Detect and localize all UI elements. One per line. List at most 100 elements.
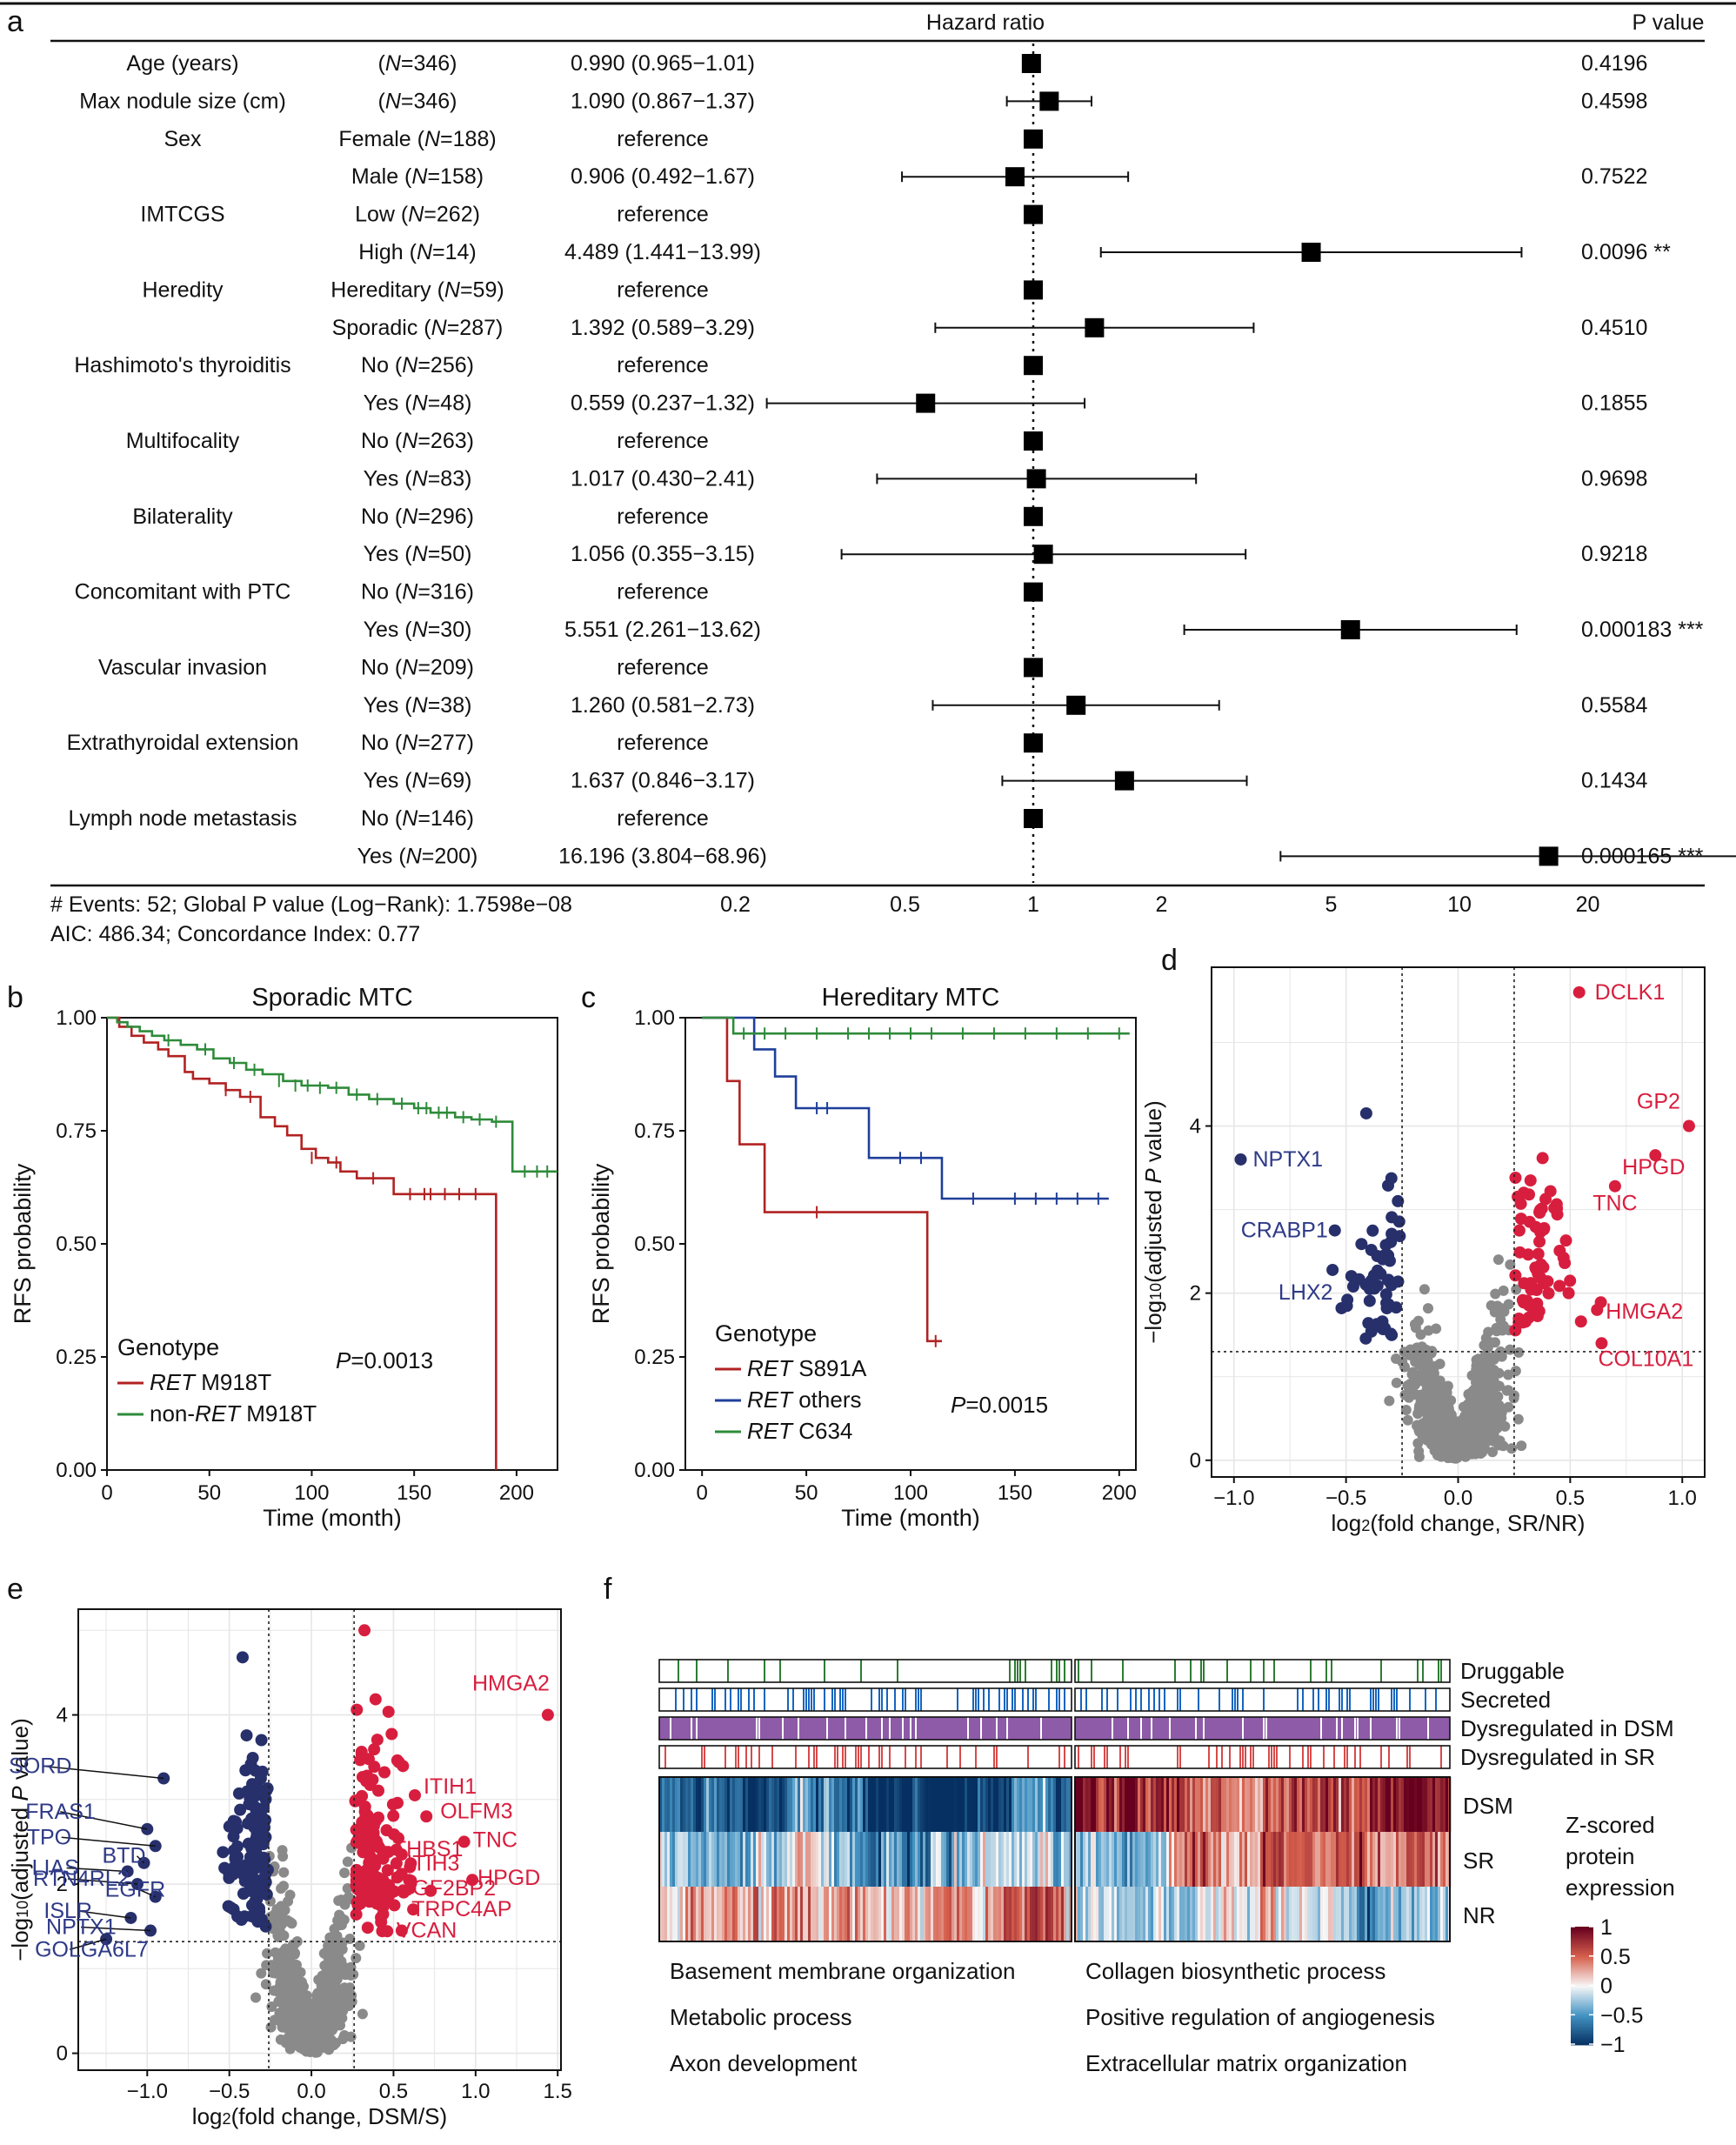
heatmap-cell [902,1887,905,1942]
volcano-point-ns [354,1940,365,1951]
volcano-point-up [1559,1234,1572,1247]
annotation-track-tick [1022,1688,1024,1711]
heatmap-cell [1440,1887,1444,1942]
heatmap-cell [1061,1777,1065,1833]
heatmap-cell [957,1887,960,1942]
heatmap-cell [1119,1777,1123,1833]
heatmap-cell [672,1887,676,1942]
heatmap-cell [756,1777,759,1833]
heatmap-cell [1140,1832,1144,1888]
heatmap-cell [941,1777,945,1833]
annotation-track-gap [980,1717,982,1740]
heatmap-cell [1104,1777,1107,1833]
km-ytick-label: 0.75 [56,1119,97,1143]
annotation-track-gap [1263,1717,1265,1740]
heatmap-cell [910,1832,913,1888]
km-xtick-label: 200 [499,1481,534,1505]
heatmap-cell [1312,1887,1316,1942]
volcano-label-leader [67,1878,138,1885]
heatmap-cell [1245,1832,1248,1888]
volcano-point-down [256,1765,269,1778]
heatmap-cell [1289,1777,1292,1833]
heatmap-cell [1104,1832,1107,1888]
heatmap-cell [972,1832,976,1888]
volcano-point-ns [1476,1420,1487,1431]
heatmap-cell [1098,1777,1102,1833]
heatmap-cell [683,1887,686,1942]
heatmap-cell [745,1887,749,1942]
heatmap-cell [1053,1887,1057,1942]
heatmap-cell [753,1777,757,1833]
heatmap-legend-swatch [1571,2026,1593,2028]
forest-pvalue: 0.4196 [1581,51,1647,76]
volcano-gene-label: VCAN [397,1919,457,1943]
heatmap-cell [972,1887,976,1942]
heatmap-cell [933,1777,937,1833]
heatmap-cell [889,1777,892,1833]
annotation-track-tick [915,1688,917,1711]
forest-variable: Heredity [142,277,224,302]
heatmap-cell [1341,1832,1345,1888]
annotation-track-tick [998,1688,1000,1711]
heatmap-cell [1375,1832,1379,1888]
volcano-point-down [1390,1301,1403,1314]
heatmap-cell [858,1777,861,1833]
heatmap-cell [907,1887,911,1942]
heatmap-cell [691,1887,694,1942]
volcano-point-highlight [1591,1303,1604,1316]
heatmap-legend-swatch [1571,1967,1593,1969]
annotation-track-tick [975,1746,977,1768]
heatmap-cell [852,1777,856,1833]
heatmap-cell [1341,1777,1345,1833]
volcano-point-ns [1506,1443,1518,1454]
volcano-point-ns [1426,1404,1438,1415]
annotation-track-tick [808,1688,810,1711]
heatmap-cell [1396,1832,1399,1888]
volcano-point-ns [337,1937,348,1948]
volcano-xtick-label: 0.5 [379,2080,408,2103]
volcano-point-ns [1475,1373,1486,1385]
heatmap-cell [795,1832,798,1888]
heatmap-cell [1297,1887,1300,1942]
heatmap-cell [803,1887,806,1942]
volcano-point-ns [1448,1431,1459,1442]
heatmap-cell [1211,1832,1214,1888]
heatmap-cell [1030,1777,1033,1833]
volcano-point-ns [286,1918,297,1929]
heatmap-cell [1237,1887,1240,1942]
volcano-point-up [386,1798,399,1811]
forest-pvalue: 0.0096 ** [1581,240,1671,264]
heatmap-cell [936,1777,939,1833]
volcano-gene-label: HMGA2 [472,1672,550,1696]
heatmap-cell [1359,1887,1363,1942]
heatmap-cell [706,1832,710,1888]
heatmap-cell [965,1887,968,1942]
annotation-track-tick [988,1688,990,1711]
heatmap-cell [1053,1832,1057,1888]
heatmap-cell [722,1777,725,1833]
heatmap-cell [1417,1777,1420,1833]
volcano-point-down [1326,1263,1339,1276]
volcano-point-down [1355,1238,1368,1251]
heatmap-cell [1412,1887,1415,1942]
heatmap-cell [1279,1887,1282,1942]
heatmap-cell [1221,1887,1225,1942]
volcano-point-up [1557,1251,1570,1264]
heatmap-cell [837,1832,840,1888]
volcano-point-ns [1397,1356,1408,1367]
heatmap-cell [1064,1777,1067,1833]
km-ytick-label: 0.25 [634,1346,675,1369]
heatmap-cell [1009,1832,1012,1888]
heatmap-cell [1440,1832,1444,1888]
heatmap-cell [769,1887,772,1942]
volcano-point-highlight [404,1861,417,1874]
forest-level: Yes (N=50) [364,542,472,566]
heatmap-cell [949,1777,952,1833]
volcano-point-ns [1471,1360,1482,1372]
heatmap-cell [1187,1887,1191,1942]
heatmap-cell [1213,1887,1217,1942]
heatmap-cell [1038,1887,1041,1942]
heatmap-cell [954,1777,958,1833]
annotation-track-tick [871,1688,872,1711]
volcano-point-ns [1489,1337,1500,1348]
